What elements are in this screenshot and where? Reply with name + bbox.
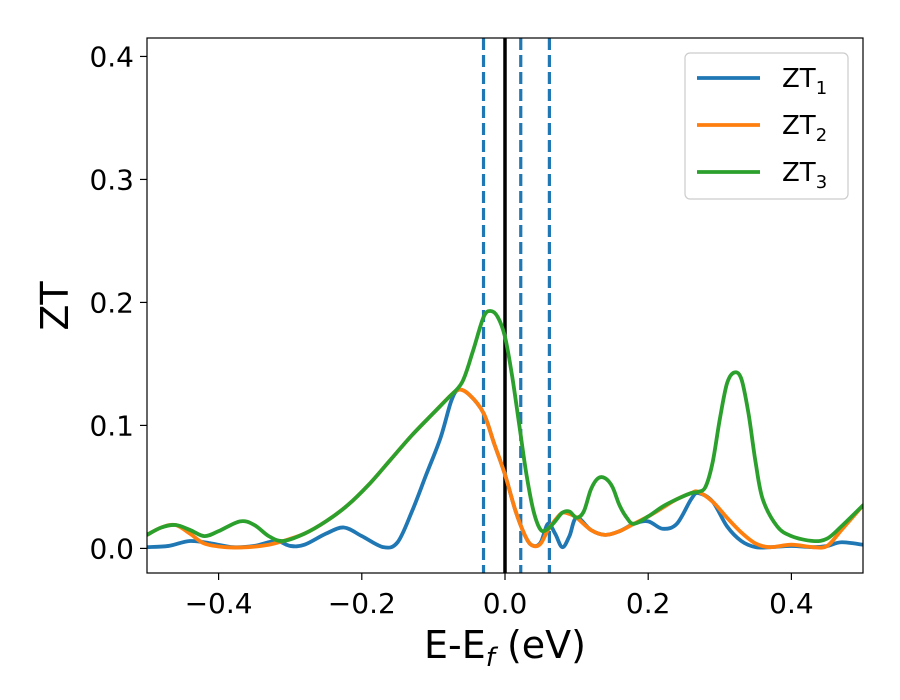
y-tick-label: 0.4 [89,40,134,73]
x-tick-label: −0.4 [185,587,253,620]
y-axis: 0.0 0.1 0.2 0.3 0.4 [89,40,147,565]
y-tick-label: 0.0 [89,532,134,565]
x-tick-label: −0.2 [328,587,396,620]
series-layer [147,309,863,550]
x-tick-label: 0.2 [626,587,671,620]
legend-label-1: ZT1 [782,64,827,99]
y-tick-label: 0.2 [89,286,134,319]
legend-label-2: ZT2 [782,111,827,146]
legend-box [684,52,849,200]
legend: ZT1 ZT2 ZT3 [684,52,849,200]
x-axis-label-main: E-E [424,623,486,667]
x-tick-label: 0.0 [483,587,528,620]
legend-label-3: ZT3 [782,158,827,193]
reference-lines [481,38,551,573]
x-axis: −0.4 −0.2 0.0 0.2 0.4 [185,573,814,620]
x-tick-label: 0.4 [769,587,814,620]
y-axis-label: ZT [33,281,77,331]
x-axis-label-suffix: (eV) [495,623,586,667]
series-line-3 [147,309,863,544]
y-tick-label: 0.1 [89,409,134,442]
x-axis-label: E-Ef (eV) [424,623,586,673]
y-tick-label: 0.3 [89,163,134,196]
